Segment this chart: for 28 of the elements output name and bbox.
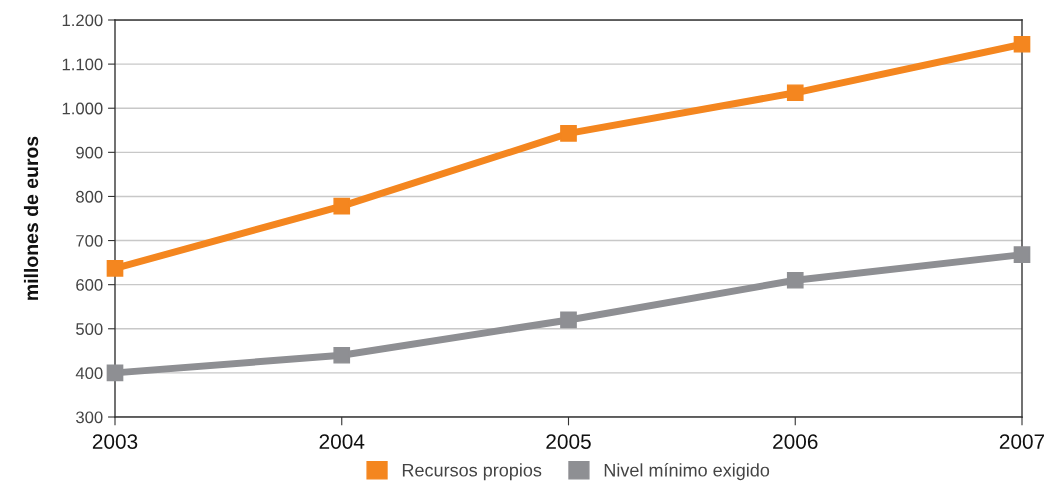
- y-axis-title: millones de euros: [23, 136, 39, 300]
- y-tick-label: 400: [75, 367, 103, 380]
- y-tick-label: 800: [76, 190, 103, 203]
- y-tick-label: 500: [76, 323, 103, 335]
- point: [106, 364, 124, 382]
- x-tick-label: 2003: [92, 434, 138, 449]
- legend-label: Nivel mínimo exigido: [604, 463, 770, 481]
- y-tick-label: 1.000: [62, 102, 103, 115]
- y-tick-label: 300: [76, 411, 103, 424]
- y-tick-label: 1.200: [62, 14, 103, 27]
- y-tick-label: 1.100: [62, 58, 103, 71]
- x-tick-label: 2007: [999, 434, 1044, 449]
- point: [560, 125, 577, 142]
- legend-label: Recursos propios: [402, 463, 542, 481]
- x-tick-label: 2004: [319, 434, 365, 449]
- point: [1013, 35, 1031, 53]
- point: [1013, 246, 1031, 264]
- y-tick-label: 600: [76, 279, 103, 291]
- x-tick-label: 2006: [773, 434, 818, 449]
- point: [106, 260, 124, 277]
- point: [333, 197, 351, 215]
- x-tick-label: 2005: [546, 434, 591, 449]
- point: [560, 311, 577, 329]
- point: [786, 271, 804, 289]
- point: [333, 346, 351, 364]
- y-tick-label: 900: [76, 146, 103, 159]
- point: [786, 84, 804, 102]
- y-tick-label: 700: [76, 234, 103, 247]
